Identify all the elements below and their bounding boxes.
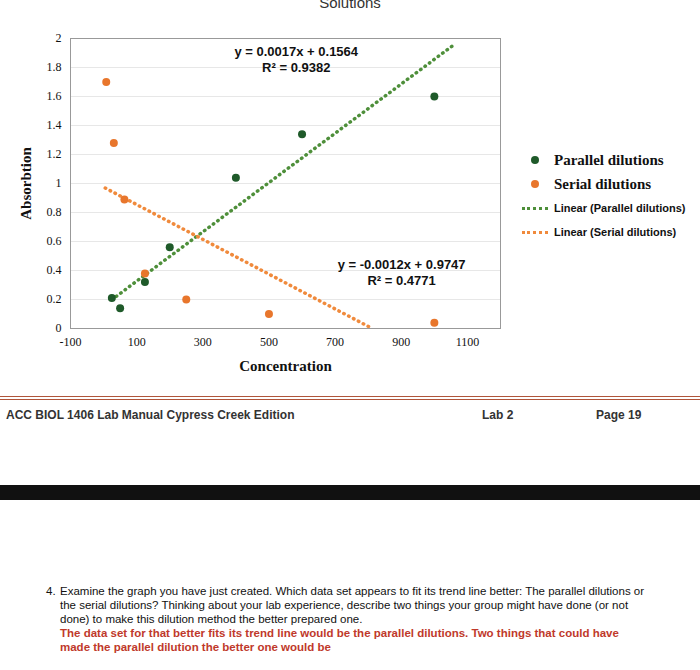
svg-text:1.4: 1.4 <box>47 118 62 132</box>
svg-text:1.2: 1.2 <box>47 147 62 161</box>
svg-text:100: 100 <box>128 335 146 349</box>
svg-text:1: 1 <box>56 176 62 190</box>
html-text:The data set for that better f: The data set for that better fits its tr… <box>60 627 619 653</box>
svg-text:Concentration: Concentration <box>239 358 332 374</box>
svg-text:1.6: 1.6 <box>47 89 62 103</box>
svg-text:0.6: 0.6 <box>47 234 62 248</box>
svg-text:y = 0.0017x + 0.1564R² = 0.938: y = 0.0017x + 0.1564R² = 0.9382 <box>234 44 358 75</box>
svg-text:y = -0.0012x + 0.9747R² = 0.47: y = -0.0012x + 0.9747R² = 0.4771 <box>338 257 466 288</box>
svg-text:300: 300 <box>194 335 212 349</box>
html-text:Lab 2: Lab 2 <box>482 408 514 422</box>
svg-text:700: 700 <box>326 335 344 349</box>
html-text:Parallel dilutions: Parallel dilutions <box>554 151 664 168</box>
html-text:4. Examine the graph you have: 4. Examine the graph you have just creat… <box>46 585 645 625</box>
html-text:Linear (Serial dilutions): Linear (Serial dilutions) <box>554 226 677 238</box>
svg-text:0.2: 0.2 <box>47 292 62 306</box>
svg-text:0.8: 0.8 <box>47 205 62 219</box>
svg-text:-100: -100 <box>60 335 82 349</box>
svg-text:2: 2 <box>56 31 62 45</box>
svg-text:0: 0 <box>56 321 62 335</box>
svg-text:900: 900 <box>392 335 410 349</box>
html-text:Linear (Parallel dilutions): Linear (Parallel dilutions) <box>554 202 686 214</box>
html-text:Serial dilutions: Serial dilutions <box>554 175 652 192</box>
html-text:ACC BIOL 1406 Lab Manual Cypre: ACC BIOL 1406 Lab Manual Cypress Creek E… <box>6 408 295 422</box>
svg-text:500: 500 <box>260 335 278 349</box>
svg-text:1.8: 1.8 <box>47 60 62 74</box>
svg-text:Absorbtion: Absorbtion <box>18 147 34 220</box>
html-text:Page 19: Page 19 <box>596 408 642 422</box>
svg-text:0.4: 0.4 <box>47 263 62 277</box>
svg-text:1100: 1100 <box>456 335 480 349</box>
